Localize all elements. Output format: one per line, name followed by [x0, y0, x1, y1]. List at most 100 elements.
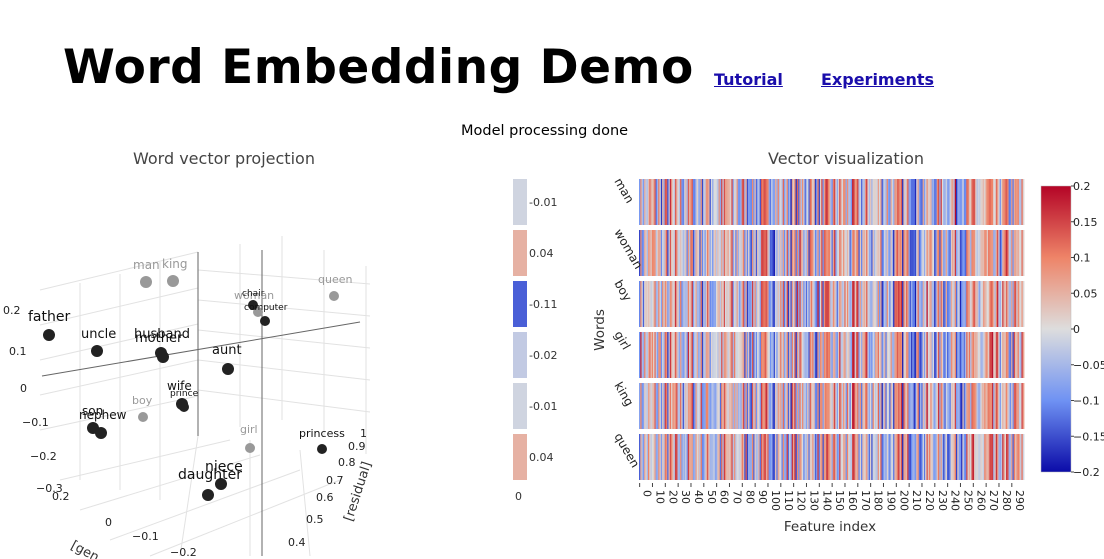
heatmap-x-tick: 270 — [987, 490, 1000, 511]
word-point[interactable] — [260, 316, 270, 326]
page-title: Word Embedding Demo — [63, 40, 694, 95]
heatmap-x-tick: 50 — [705, 490, 718, 504]
word-point-label: boy — [132, 394, 153, 407]
word-point-label: king — [162, 257, 188, 271]
strip-cell[interactable] — [513, 281, 527, 327]
heatmap-x-tick: 0 — [641, 490, 654, 497]
residual-tick: 0.4 — [288, 536, 306, 549]
word-point[interactable] — [253, 307, 263, 317]
status-text: Model processing done — [461, 123, 629, 139]
word-point-label: princess — [299, 427, 345, 440]
experiments-link[interactable]: Experiments — [821, 70, 935, 89]
heatmap-x-tick: 80 — [743, 490, 756, 504]
residual-tick: 0.8 — [338, 456, 356, 469]
word-point-label: daughter — [178, 467, 242, 483]
colorbar-tick: −0.2 — [1073, 466, 1100, 479]
colorbar — [1040, 185, 1072, 473]
y-tick: 0.1 — [9, 345, 27, 358]
word-point[interactable] — [167, 275, 179, 287]
colorbar-tick: 0.2 — [1073, 180, 1091, 193]
heatmap-x-tick: 30 — [679, 490, 692, 504]
strip-cell[interactable] — [513, 179, 527, 225]
word-point[interactable] — [138, 412, 148, 422]
heatmap-x-tick: 90 — [756, 490, 769, 504]
heatmap-x-tick: 260 — [974, 490, 987, 511]
colorbar-tick: −0.1 — [1073, 395, 1100, 408]
y-tick: 0 — [20, 382, 27, 395]
x-tick: 0.2 — [52, 490, 70, 503]
heatmap-x-tick: 230 — [936, 490, 949, 511]
colorbar-tick: 0.05 — [1073, 287, 1098, 300]
word-point[interactable] — [157, 351, 169, 363]
heatmap-x-tick: 280 — [1000, 490, 1013, 511]
colorbar-tick: 0.1 — [1073, 252, 1091, 265]
colorbar-tick: 0 — [1073, 323, 1080, 336]
word-point-label: nephew — [79, 408, 127, 422]
residual-tick: 0.7 — [326, 474, 344, 487]
residual-tick: 1 — [360, 427, 367, 440]
residual-tick: 0.6 — [316, 491, 334, 504]
word-point-label: aunt — [212, 343, 242, 358]
colorbar-tick: 0.15 — [1073, 216, 1098, 229]
word-point-label: uncle — [81, 327, 116, 342]
feature-heatmap[interactable] — [639, 179, 1025, 480]
heatmap-row-label: queen — [611, 431, 642, 471]
word-point[interactable] — [317, 444, 327, 454]
gender-axis-label: [gen — [68, 538, 101, 559]
colorbar-tick: −0.05 — [1073, 359, 1104, 372]
strip-cell[interactable] — [513, 434, 527, 480]
word-point[interactable] — [43, 329, 55, 341]
tutorial-link[interactable]: Tutorial — [714, 70, 783, 89]
strip-cell[interactable] — [513, 383, 527, 429]
word-point-label: girl — [240, 423, 258, 436]
projection-title: Word vector projection — [133, 149, 315, 168]
y-tick: −0.2 — [30, 450, 57, 463]
heatmap-x-label: Feature index — [784, 519, 876, 535]
word-point-label: computer — [244, 303, 288, 313]
word-vector-strip[interactable]: -0.01 0.04 -0.11 -0.02 -0.01 0.04 — [513, 179, 557, 480]
heatmap-x-tick: 60 — [718, 490, 731, 504]
vector-title: Vector visualization — [768, 149, 925, 168]
heatmap-x-tick: 180 — [872, 490, 885, 511]
heatmap-x-tick: 20 — [666, 490, 679, 504]
strip-cell-label: 0.04 — [529, 247, 554, 260]
word-point-label: niece — [205, 459, 243, 475]
word-point[interactable] — [329, 291, 339, 301]
residual-tick: 0.5 — [306, 513, 324, 526]
y-tick: −0.1 — [22, 416, 49, 429]
strip-cell-label: -0.02 — [529, 349, 557, 362]
heatmap-x-tick: 290 — [1013, 490, 1026, 511]
heatmap-x-tick: 150 — [833, 490, 846, 511]
word-point-label: husband — [134, 327, 190, 342]
heatmap-x-tick: 110 — [782, 490, 795, 511]
heatmap-x-tick: 250 — [961, 490, 974, 511]
heatmap-x-tick: 100 — [769, 490, 782, 511]
y-tick: 0.2 — [3, 304, 21, 317]
heatmap-x-tick: 160 — [846, 490, 859, 511]
word-point[interactable] — [140, 276, 152, 288]
strip-cell[interactable] — [513, 230, 527, 276]
colorbar-tick: −0.15 — [1073, 430, 1104, 443]
strip-cell-label: 0.04 — [529, 451, 554, 464]
heatmap-x-tick: 220 — [923, 490, 936, 511]
heatmap-x-tick: 130 — [807, 490, 820, 511]
heatmap-x-tick: 170 — [859, 490, 872, 511]
word-point[interactable] — [179, 402, 189, 412]
strip-cell-label: -0.01 — [529, 400, 557, 413]
word-point[interactable] — [215, 478, 227, 490]
strip-cell[interactable] — [513, 332, 527, 378]
heatmap-row-label: king — [611, 380, 636, 409]
heatmap-x-tick: 190 — [884, 490, 897, 511]
word-point[interactable] — [202, 489, 214, 501]
word-point-label: mother — [135, 331, 183, 346]
heatmap-y-label: Words — [592, 309, 608, 351]
word-point[interactable] — [95, 427, 107, 439]
x-tick: −0.1 — [132, 530, 159, 543]
residual-tick: 0.9 — [348, 440, 366, 453]
word-point[interactable] — [245, 443, 255, 453]
word-point[interactable] — [248, 300, 258, 310]
projection-scene[interactable]: 0.2 0.1 0 −0.1 −0.2 −0.3 0.2 0 −0.1 −0.2… — [3, 236, 375, 559]
word-point[interactable] — [91, 345, 103, 357]
heatmap-x-tick: 200 — [897, 490, 910, 511]
word-point[interactable] — [222, 363, 234, 375]
